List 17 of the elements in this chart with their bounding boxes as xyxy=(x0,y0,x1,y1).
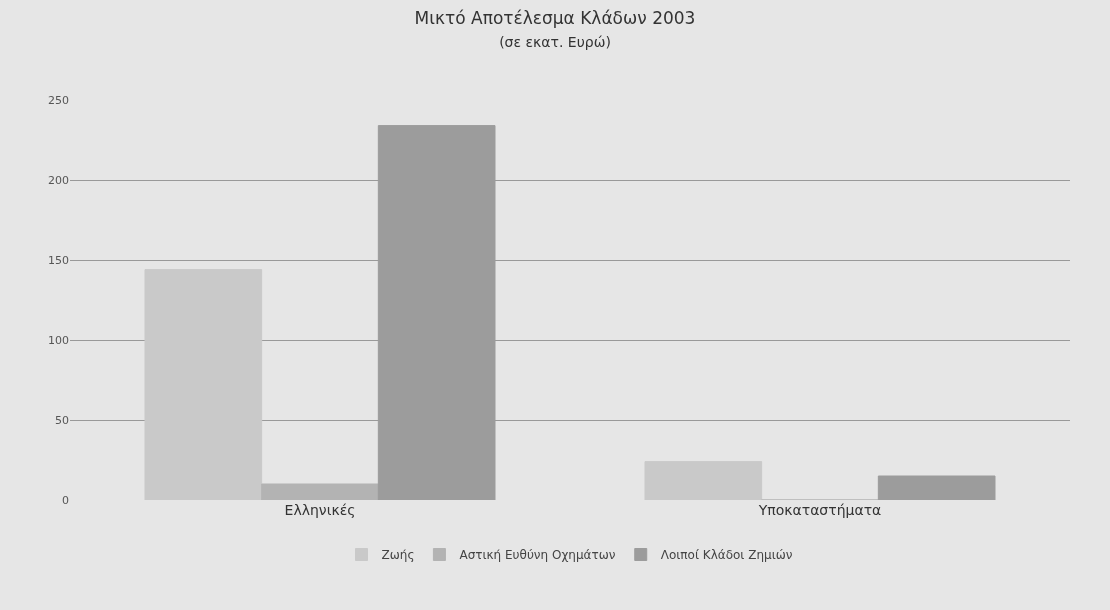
y-tick-label: 50 xyxy=(55,413,69,427)
bar xyxy=(877,475,996,500)
chart-title: Μικτό Αποτέλεσμα Κλάδων 2003 xyxy=(414,8,696,29)
legend-label: Ζωής xyxy=(381,548,415,563)
bar xyxy=(261,483,379,500)
legend-label: Λοιποί Κλάδοι Ζημιών xyxy=(660,548,793,563)
legend-label: Αστική Ευθύνη Οχημάτων xyxy=(459,548,616,563)
x-tick-label: Ελληνικές xyxy=(284,502,356,518)
bar xyxy=(144,269,263,500)
y-tick-label: 100 xyxy=(48,333,69,347)
bar xyxy=(644,461,763,500)
chart-subtitle: (σε εκατ. Ευρώ) xyxy=(499,33,611,50)
y-tick-label: 0 xyxy=(62,493,69,507)
x-tick-label: Υποκαταστήματα xyxy=(757,502,882,518)
y-tick-label: 150 xyxy=(48,253,69,267)
y-tick-label: 250 xyxy=(48,93,69,107)
y-tick-label: 200 xyxy=(48,173,69,187)
